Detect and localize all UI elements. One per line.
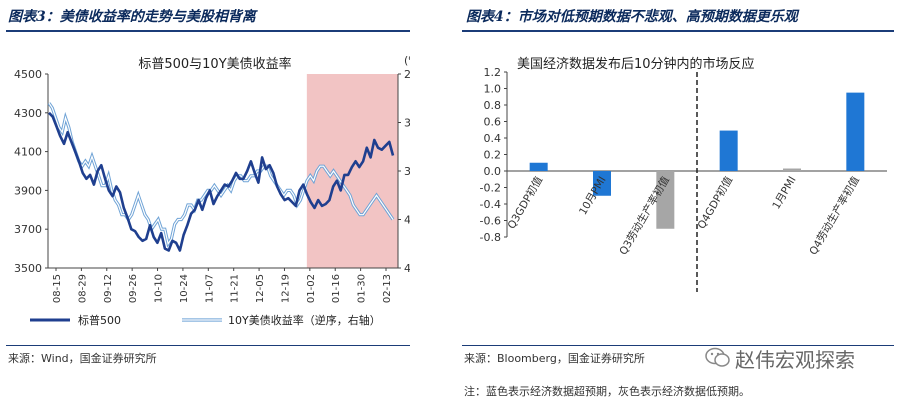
bar-y-tick-label: 1.0 — [484, 83, 502, 96]
right-bar-chart: -0.8 -0.6 -0.4 -0.2 0.0 0.2 0.4 0.6 0.8 1.0 1.2 Q3G… — [480, 56, 887, 292]
x-tick-label: 09-12 — [103, 274, 114, 303]
left-source: 来源：Wind，国金证券研究所 — [8, 352, 157, 365]
wechat-icon — [705, 347, 730, 367]
bar — [846, 92, 865, 171]
x-tick-label: 11-21 — [230, 274, 241, 303]
x-tick-label: 12-05 — [255, 274, 266, 303]
left-title-rule — [6, 30, 410, 32]
bar-y-tick-label: 0.2 — [484, 149, 502, 162]
bar — [656, 171, 675, 229]
left-tick-label: 4300 — [14, 107, 42, 120]
left-tick-label: 4100 — [14, 146, 42, 159]
right-panel-title: 图表4：市场对低预期数据不悲观、高预期数据更乐观 — [466, 9, 798, 25]
x-tick-label: 10-24 — [179, 274, 190, 303]
x-tick-label: 01-16 — [331, 274, 342, 303]
left-tick-label: 3500 — [14, 262, 42, 275]
shaded-region — [306, 74, 398, 268]
legend-spx-label: 标普500 — [78, 313, 121, 327]
bar — [529, 162, 548, 171]
bar-category-label: 10月PMI — [577, 175, 609, 218]
x-tick-label: 01-30 — [357, 274, 368, 303]
x-tick-label: 09-26 — [128, 274, 139, 303]
bar-y-tick-label: 0.8 — [484, 99, 502, 112]
right-tick-label: 4.0 — [404, 214, 410, 227]
bar-category-label: Q4GDP初值 — [695, 174, 736, 232]
bar-y-tick-label: 0.0 — [484, 165, 502, 178]
bar-y-tick-label: -0.4 — [480, 198, 501, 211]
bar — [719, 130, 738, 171]
x-tick-label: 10-10 — [154, 274, 165, 303]
bar-category-label: Q4劳动生产率初值 — [806, 174, 862, 258]
x-tick-label: 08-29 — [77, 274, 88, 303]
right-tick-label: 4.5 — [404, 262, 410, 275]
bar-y-tick-label: 0.4 — [484, 132, 502, 145]
bar-y-tick-label: -0.2 — [480, 182, 501, 195]
x-tick-label: 02-13 — [382, 274, 393, 303]
left-source-rule — [6, 345, 410, 346]
x-tick-label: 11-07 — [204, 274, 215, 303]
watermark-text: 赵伟宏观探索 — [735, 348, 855, 372]
bar-y-tick-label: -0.6 — [480, 215, 501, 228]
bar-category-label: 1月PMI — [770, 175, 798, 212]
bar-category-label: Q3GDP初值 — [505, 174, 546, 232]
right-title-rule — [462, 30, 894, 32]
right-axis-unit: (%) — [404, 54, 410, 67]
right-note: 注：蓝色表示经济数据超预期，灰色表示经济数据低预期。 — [464, 385, 750, 398]
right-source-rule — [462, 345, 894, 346]
left-tick-label: 4500 — [14, 68, 42, 81]
right-tick-label: 3.0 — [404, 117, 410, 130]
right-tick-label: 3.5 — [404, 165, 410, 178]
bar — [783, 168, 801, 171]
left-line-chart: 3500 3700 3900 4100 4300 4500 2.5 3.0 3.5 4.0 4.5 (… — [14, 54, 410, 327]
bar-y-tick-label: -0.8 — [480, 231, 501, 244]
left-chart-title: 标普500与10Y美债收益率 — [138, 56, 291, 72]
bar — [593, 171, 611, 196]
right-source: 来源：Bloomberg，国金证券研究所 — [464, 352, 645, 365]
right-tick-label: 2.5 — [404, 68, 410, 81]
bar-chart-title: 美国经济数据发布后10分钟内的市场反应 — [517, 56, 755, 72]
x-tick-label: 12-19 — [280, 274, 291, 303]
left-tick-label: 3700 — [14, 223, 42, 236]
x-tick-label: 01-02 — [306, 274, 317, 303]
x-tick-label: 08-15 — [52, 274, 63, 303]
left-panel-title: 图表3：美债收益率的走势与美股相背离 — [8, 9, 256, 25]
bar-y-tick-label: 0.6 — [484, 116, 502, 129]
series-spx-line — [48, 111, 395, 252]
left-tick-label: 3900 — [14, 184, 42, 197]
legend-yield-label: 10Y美债收益率（逆序，右轴） — [228, 313, 381, 327]
bar-y-tick-label: 1.2 — [484, 66, 502, 79]
